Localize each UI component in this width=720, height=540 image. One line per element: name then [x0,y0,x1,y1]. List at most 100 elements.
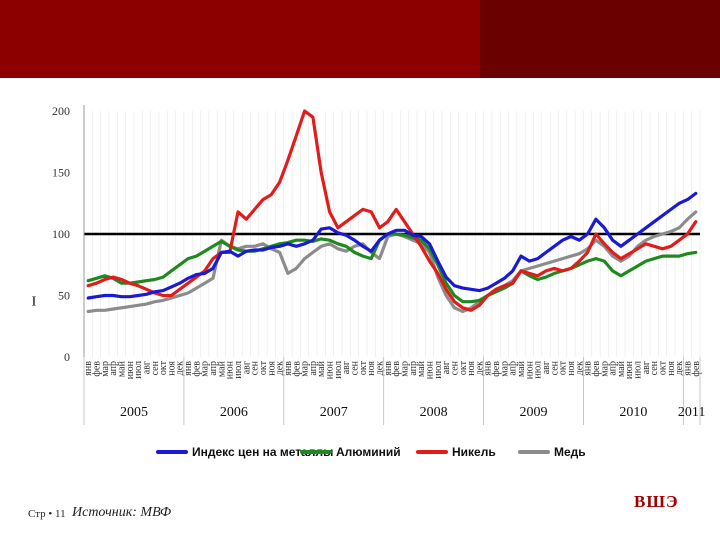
x-tick-month: дек [175,361,186,376]
hse-logo: ВШЭ [634,492,679,511]
x-tick-year: 2005 [120,405,148,420]
x-tick-month: окт [458,360,469,375]
y-axis-label: I [32,294,37,309]
chart-grid [83,111,701,357]
series-line-nickel [86,109,698,312]
legend-label-copper: Медь [554,445,586,459]
source-note: Источник: МВФ [72,505,172,520]
x-tick-month: июн [624,360,635,379]
x-tick-month: апр [508,361,519,376]
x-tick-month: ноя [466,361,477,376]
x-tick-month: дек [574,361,585,376]
x-tick-month: окт [358,360,369,375]
series-line-metals [86,191,698,300]
x-tick-year: 2008 [420,405,448,420]
x-tick-month: авг [541,361,552,374]
x-tick-month: фев [191,361,202,377]
x-tick-month: дек [375,361,386,376]
x-tick-month: сен [350,360,361,375]
x-tick-month: фев [291,361,302,377]
x-tick-month: мар [599,361,610,377]
legend-label-nickel: Никель [452,445,496,459]
x-tick-year: 2006 [220,405,248,420]
x-tick-month: янв [583,361,594,376]
x-tick-month: дек [674,361,685,376]
x-tick-month: авг [141,361,152,374]
x-tick-month: авг [641,361,652,374]
x-tick-month: ноя [666,361,677,376]
y-tick-label: 200 [52,104,70,118]
x-tick-month: окт [258,360,269,375]
x-tick-month: ноя [166,361,177,376]
x-tick-month: июн [425,360,436,379]
x-tick-month: ноя [366,361,377,376]
x-tick-month: янв [83,361,94,376]
x-tick-month: мар [100,361,111,377]
x-tick-month: сен [549,360,560,375]
x-tick-month: апр [408,361,419,376]
x-tick-month: янв [283,361,294,376]
x-tick-month: янв [683,361,694,376]
x-tick-month: апр [108,361,119,376]
x-tick-month: фев [591,361,602,377]
series-line-aluminium [86,232,698,304]
x-tick-month: июл [433,361,444,379]
x-tick-year: 2011 [678,405,705,420]
x-tick-month: июл [233,361,244,379]
x-tick-month: фев [92,361,103,377]
x-tick-month: июл [133,361,144,379]
x-tick-year: 2007 [320,405,348,420]
x-axis: янвфевмарапрмайиюниюлавгсеноктноядекянвф… [83,357,705,425]
x-tick-month: сен [250,360,261,375]
x-tick-month: май [316,360,327,377]
x-tick-month: ноя [566,361,577,376]
x-tick-month: мар [400,361,411,377]
x-tick-month: окт [558,360,569,375]
y-tick-label: 150 [52,166,70,180]
x-tick-month: дек [275,361,286,376]
x-tick-month: окт [158,360,169,375]
x-tick-month: фев [391,361,402,377]
x-tick-month: апр [608,361,619,376]
x-tick-year: 2010 [619,405,647,420]
x-tick-month: май [117,360,128,377]
x-tick-month: авг [341,361,352,374]
x-tick-month: апр [308,361,319,376]
x-tick-month: июн [524,360,535,379]
x-tick-month: окт [658,360,669,375]
x-tick-month: сен [150,360,161,375]
x-tick-month: сен [449,360,460,375]
page-number: Стр • 11 [28,508,66,520]
chart-legend: Индекс цен на металлы Алюминий Никель Медь [156,445,586,459]
y-tick-label: 50 [58,289,70,303]
y-tick-label: 0 [64,350,70,364]
legend-label-metals: Индекс цен на металлы [192,445,333,459]
x-tick-month: мар [300,361,311,377]
x-tick-month: фев [691,361,702,377]
y-axis: 0 50 100 150 200 I [32,104,85,364]
x-tick-month: май [216,360,227,377]
x-tick-month: авг [441,361,452,374]
x-tick-month: янв [383,361,394,376]
x-tick-month: сен [649,360,660,375]
x-tick-month: июн [125,360,136,379]
x-tick-month: май [516,360,527,377]
x-tick-month: мар [499,361,510,377]
x-tick-month: июн [225,360,236,379]
x-tick-year: 2009 [520,405,548,420]
legend-label-aluminium: Алюминий [336,445,401,459]
header-banner-accent [480,0,720,78]
x-tick-month: фев [491,361,502,377]
chart-series [86,109,698,314]
x-tick-month: июл [633,361,644,379]
x-tick-month: май [416,360,427,377]
x-tick-month: мар [200,361,211,377]
x-tick-month: авг [241,361,252,374]
x-tick-month: июн [325,360,336,379]
x-tick-month: июл [533,361,544,379]
x-tick-month: апр [208,361,219,376]
x-tick-month: ноя [266,361,277,376]
x-tick-month: июл [333,361,344,379]
x-tick-month: янв [483,361,494,376]
